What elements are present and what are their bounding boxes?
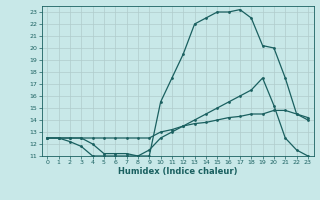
X-axis label: Humidex (Indice chaleur): Humidex (Indice chaleur): [118, 167, 237, 176]
